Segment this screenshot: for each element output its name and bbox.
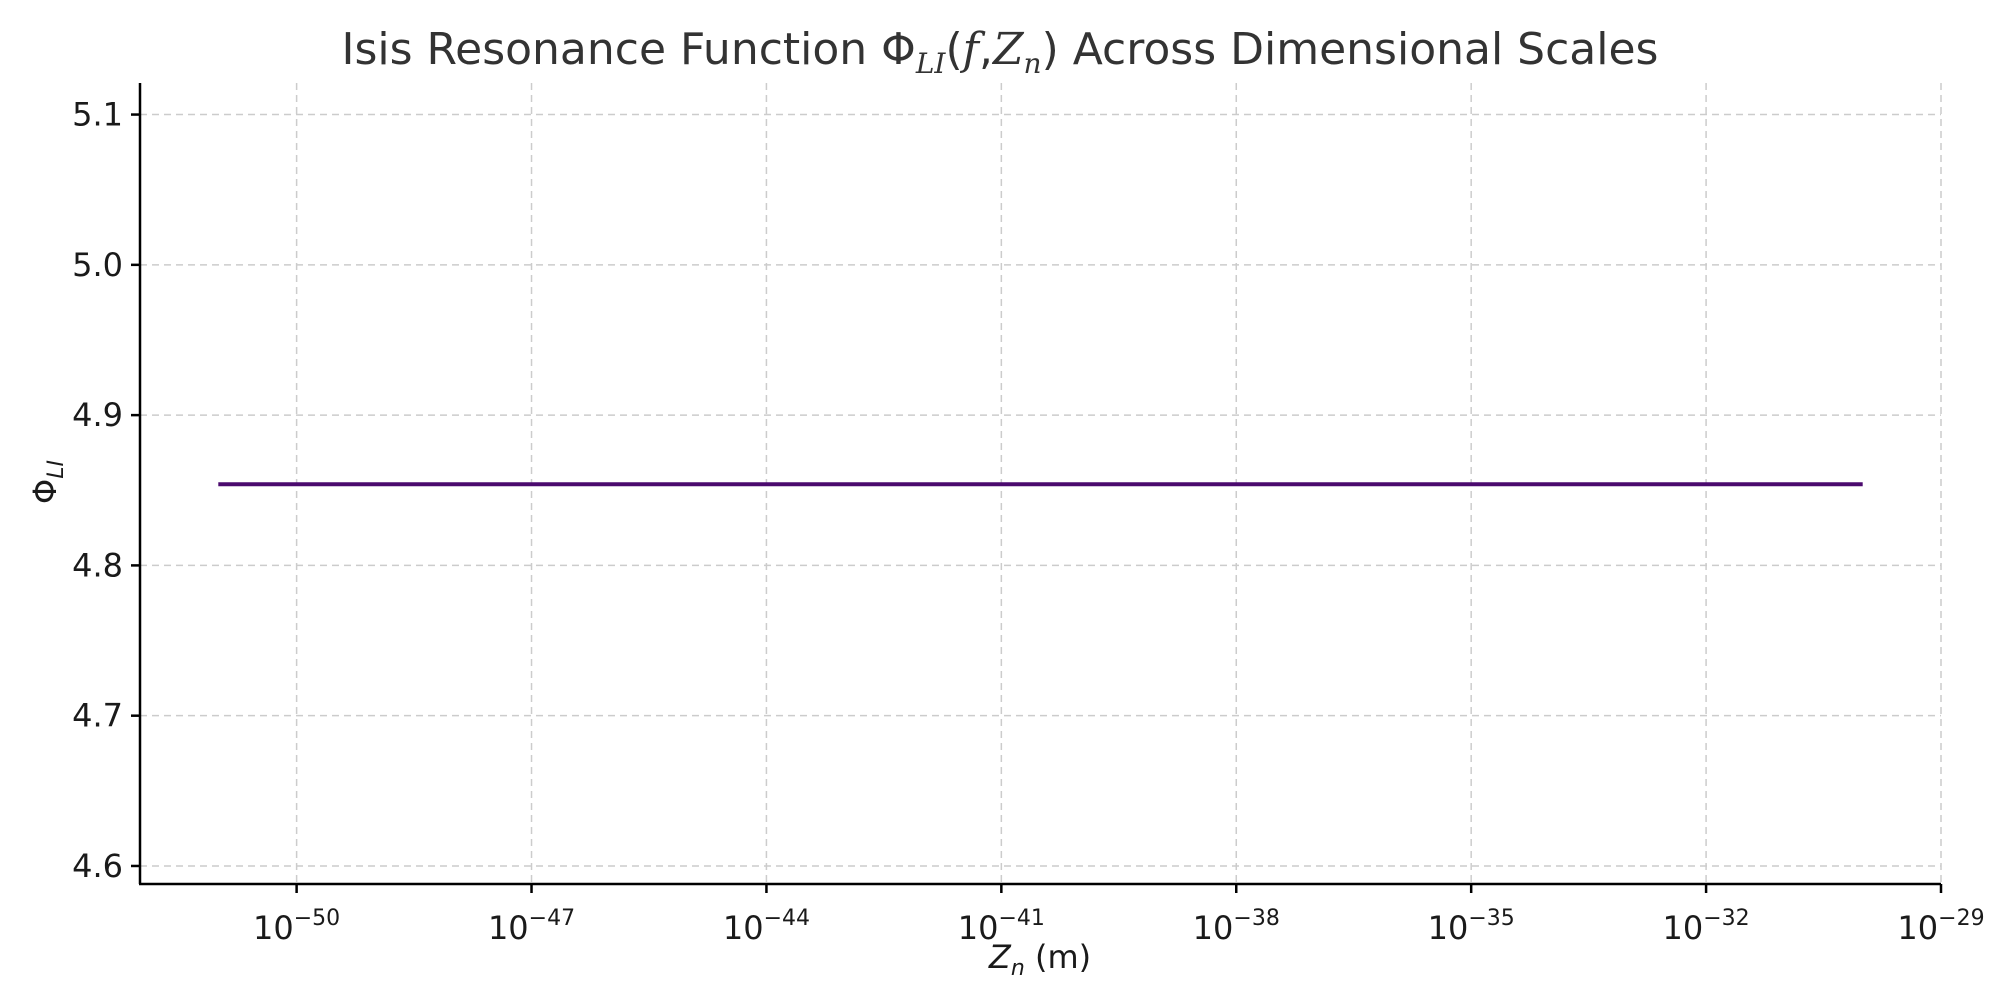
x-tick-label: 10−50 xyxy=(253,906,340,947)
x-tick-label: 10−47 xyxy=(488,906,575,947)
x-axis-label: Zn (m) xyxy=(988,938,1091,981)
chart-title: Isis Resonance Function ΦLI(f,Zn) Across… xyxy=(342,24,1659,80)
y-axis-label: ΦLI xyxy=(26,460,69,504)
y-tick-label: 5.0 xyxy=(72,246,123,284)
x-tick-label: 10−38 xyxy=(1193,906,1280,947)
x-tick-label: 10−32 xyxy=(1663,906,1750,947)
y-tick-label: 4.6 xyxy=(72,847,123,885)
x-tick-label: 10−44 xyxy=(723,906,810,947)
y-tick-label: 4.8 xyxy=(72,546,123,584)
y-tick-label: 4.7 xyxy=(72,697,123,735)
x-tick-label: 10−29 xyxy=(1897,906,1984,947)
x-axis-ticks: 10−50 10−47 10−44 10−41 10−38 10−35 10−32 10−29 xyxy=(253,884,1985,947)
x-tick-label: 10−41 xyxy=(958,906,1045,947)
y-tick-label: 4.9 xyxy=(72,396,123,434)
x-tick-label: 10−35 xyxy=(1428,906,1515,947)
y-tick-label: 5.1 xyxy=(72,96,123,134)
y-axis-ticks: 4.6 4.7 4.8 4.9 5.0 5.1 xyxy=(72,96,140,885)
